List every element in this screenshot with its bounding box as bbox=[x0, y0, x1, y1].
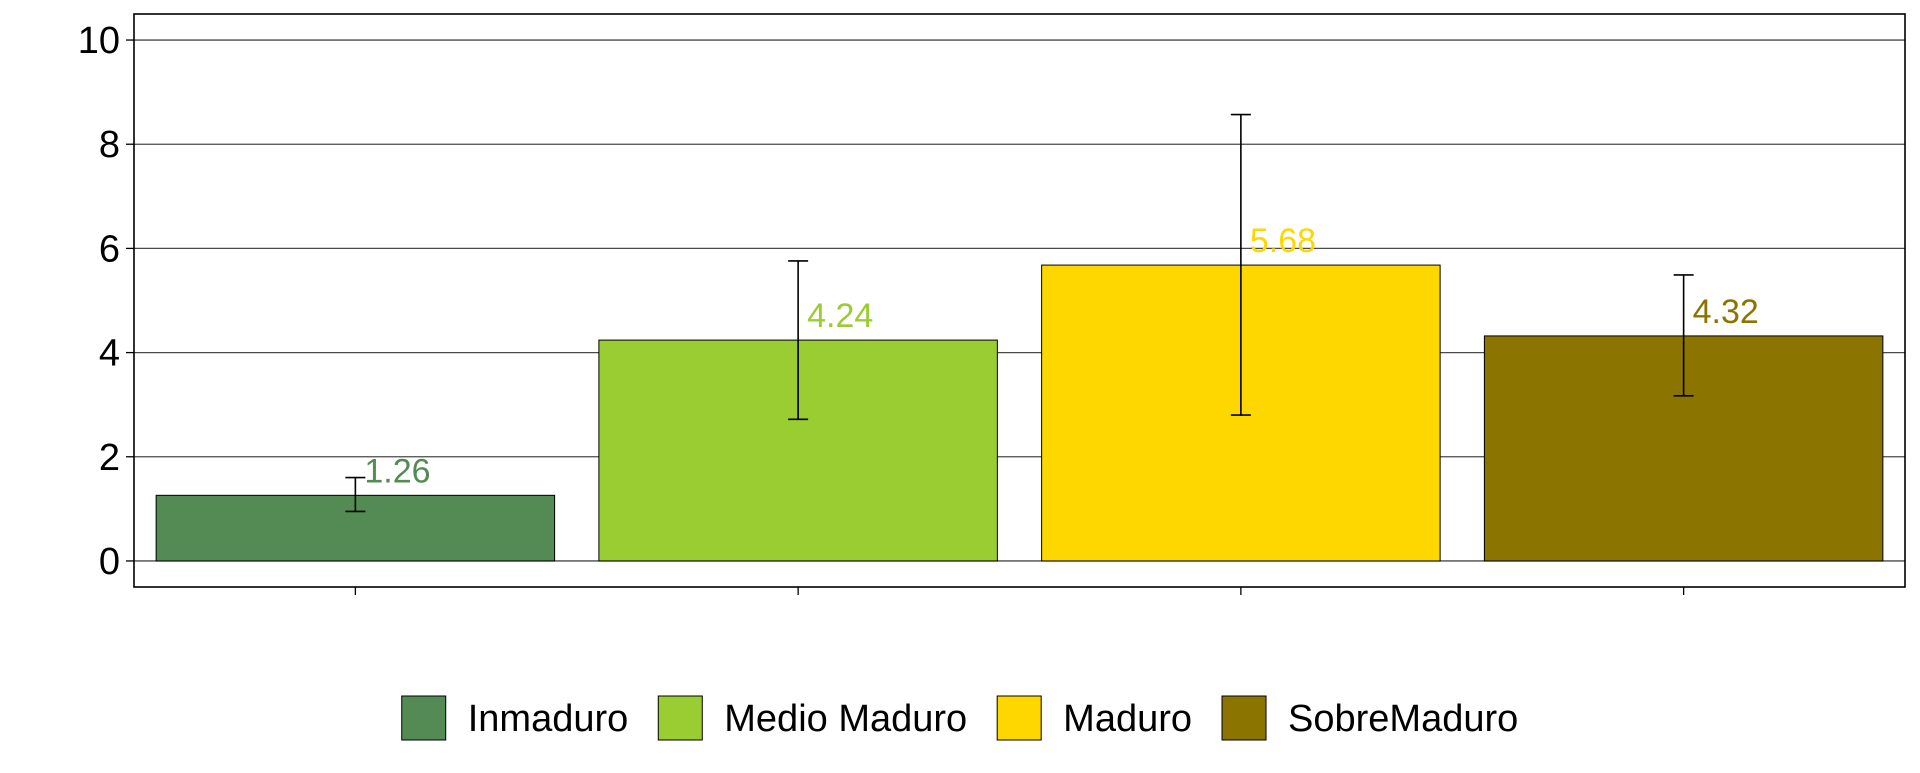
legend: Inmaduro Medio Maduro Maduro SobreMaduro bbox=[401, 695, 1518, 741]
data-label: 4.24 bbox=[807, 297, 873, 335]
legend-key bbox=[996, 695, 1042, 741]
legend-label: SobreMaduro bbox=[1288, 698, 1518, 740]
legend-key bbox=[657, 695, 703, 741]
axes: 0 2 4 6 8 10 bbox=[78, 13, 1906, 595]
plot-border bbox=[133, 13, 1906, 588]
legend-item: SobreMaduro bbox=[1221, 695, 1518, 741]
legend-label: Inmaduro bbox=[468, 698, 629, 740]
legend-label: Maduro bbox=[1063, 698, 1192, 740]
y-tick-label: 8 bbox=[99, 124, 120, 166]
y-tick-label: 0 bbox=[99, 541, 120, 583]
legend-item: Medio Maduro bbox=[657, 695, 967, 741]
y-tick-label: 6 bbox=[99, 228, 120, 270]
error-bars bbox=[345, 113, 1694, 513]
y-tick-label: 10 bbox=[78, 20, 120, 62]
legend-item: Maduro bbox=[996, 695, 1192, 741]
data-labels: 1.26 4.24 5.68 4.32 bbox=[364, 222, 1758, 490]
data-label: 1.26 bbox=[364, 452, 430, 490]
legend-key bbox=[401, 695, 447, 741]
legend-key bbox=[1221, 695, 1267, 741]
data-label: 4.32 bbox=[1693, 293, 1759, 331]
legend-item: Inmaduro bbox=[401, 695, 629, 741]
bars bbox=[155, 264, 1884, 562]
legend-label: Medio Maduro bbox=[724, 698, 967, 740]
y-tick-label: 2 bbox=[99, 437, 120, 479]
y-tick-label: 4 bbox=[99, 333, 120, 375]
data-label: 5.68 bbox=[1250, 222, 1316, 260]
